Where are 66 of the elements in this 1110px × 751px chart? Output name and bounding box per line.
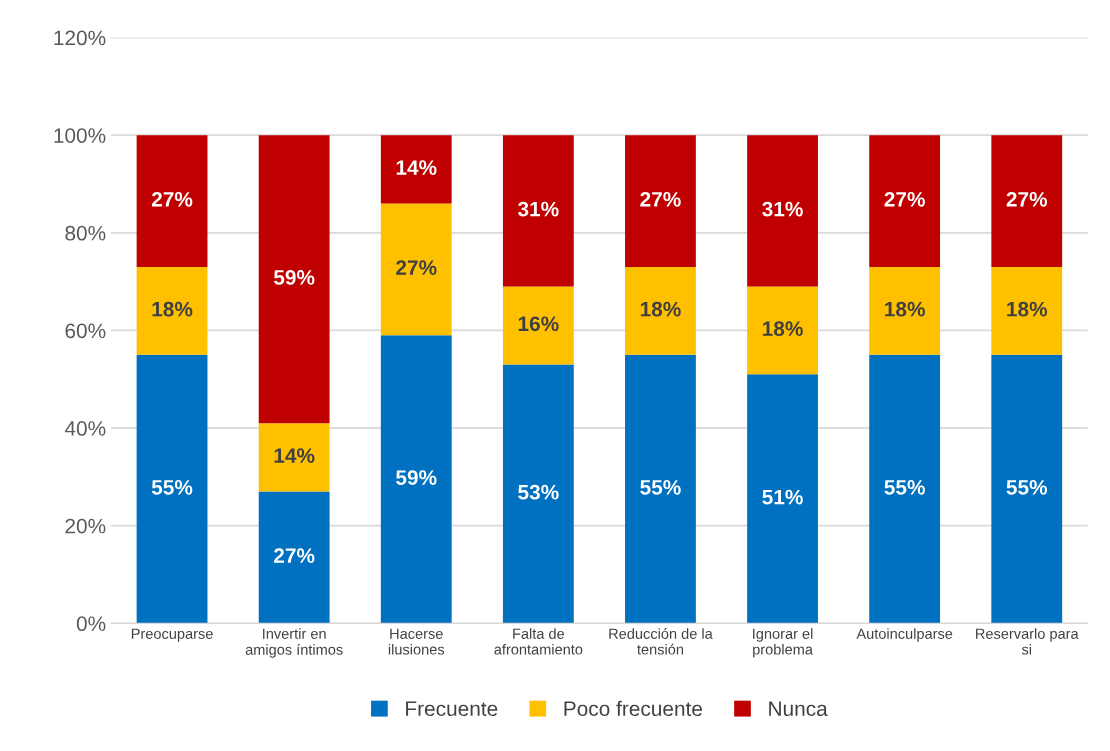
bar [869, 266, 941, 355]
bar [991, 135, 1063, 267]
bar [380, 203, 452, 336]
data-label: 55% [884, 479, 925, 495]
y-tick-label: 80% [65, 225, 106, 241]
data-label: 14% [396, 160, 437, 175]
data-label: 18% [640, 301, 681, 317]
y-tick-label: 60% [65, 323, 106, 339]
data-label: 31% [517, 201, 559, 217]
x-tick-label: Hacerse ilusiones [388, 628, 445, 655]
data-label: 53% [518, 484, 559, 500]
x-tick-label: Reducción de la tensión [609, 628, 713, 655]
x-tick-label: Ignorar el problema [753, 628, 813, 658]
data-label: 31% [762, 201, 803, 217]
y-tick-label: 120% [54, 30, 106, 46]
y-tick-label: 20% [65, 518, 106, 534]
data-label: 55% [640, 479, 681, 495]
bar [136, 266, 208, 355]
data-label: 27% [274, 548, 315, 563]
bar [258, 423, 330, 492]
data-label: 51% [762, 489, 803, 505]
x-tick-label: Reservarlo para si [976, 628, 1079, 655]
bar [991, 354, 1063, 624]
data-label: 59% [396, 470, 437, 485]
bar [136, 354, 208, 624]
x-tick-label: Invertir en amigos íntimos [245, 628, 343, 658]
data-label: 14% [274, 448, 315, 463]
bar [625, 354, 696, 624]
data-label: 18% [885, 301, 925, 317]
bar [869, 354, 941, 624]
y-tick-label: 40% [64, 421, 106, 436]
y-tick-label: 0% [76, 616, 106, 632]
data-label: 18% [152, 301, 193, 317]
data-label: 27% [884, 191, 925, 207]
legend-label: Poco frecuente [564, 700, 702, 717]
bar [869, 135, 941, 267]
data-label: 18% [1007, 301, 1048, 317]
data-label: 27% [640, 191, 681, 207]
x-tick-label: Autoinculparse [856, 628, 953, 642]
bar [380, 335, 452, 624]
x-tick-label: Falta de afrontamiento [494, 628, 583, 655]
bar [258, 491, 330, 624]
data-label: 18% [763, 321, 803, 337]
bar [136, 135, 208, 267]
data-label: 16% [518, 316, 559, 332]
bar [991, 266, 1063, 355]
bar [747, 286, 818, 375]
bar [747, 374, 818, 624]
bar [625, 135, 696, 267]
data-label: 55% [151, 479, 193, 495]
data-label: 27% [396, 260, 437, 275]
bar [502, 286, 574, 365]
y-tick-label: 100% [54, 128, 106, 143]
legend-label: Nunca [769, 701, 828, 717]
data-label: 27% [151, 191, 193, 207]
bar [380, 135, 452, 204]
bar [502, 364, 574, 624]
bar [747, 135, 818, 287]
data-label: 59% [273, 270, 315, 285]
data-label: 55% [1006, 479, 1048, 495]
bar [625, 266, 696, 355]
x-tick-label: Preocuparse [131, 628, 213, 642]
data-label: 27% [1006, 191, 1048, 207]
bar [502, 135, 574, 287]
bar [258, 135, 330, 424]
legend-label: Frecuente [406, 701, 498, 717]
